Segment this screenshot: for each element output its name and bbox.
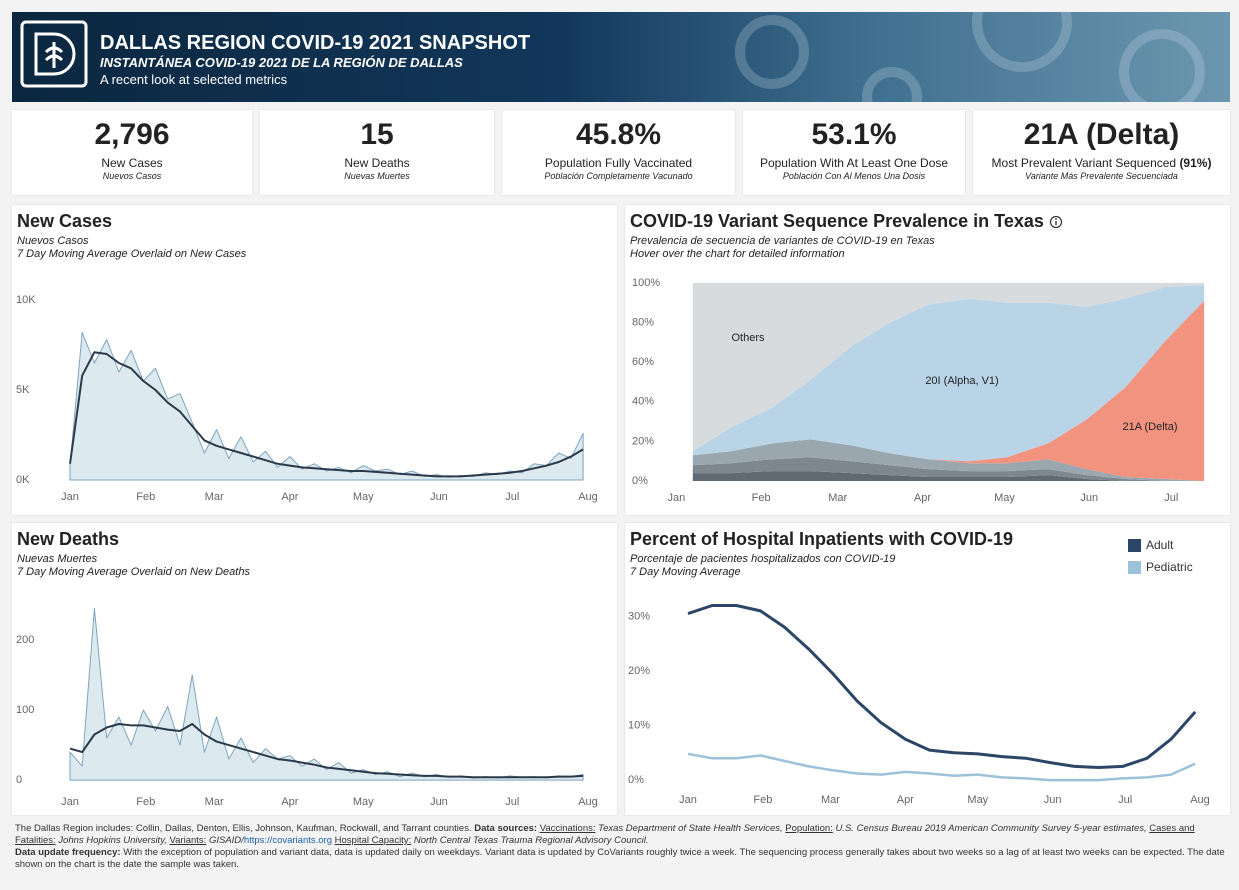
kpi-value: 2,796 bbox=[12, 118, 252, 152]
info-icon[interactable] bbox=[1049, 215, 1063, 229]
footer-sources-label: Data sources: bbox=[474, 823, 537, 834]
kpi-label-es: Variante Más Prevalente Secuenciada bbox=[973, 171, 1230, 181]
kpi-label: New Deaths bbox=[260, 156, 494, 170]
kpi-value: 15 bbox=[260, 118, 494, 152]
chart-panel: COVID-19 Variant Sequence Prevalence in … bbox=[625, 205, 1230, 515]
subtitle-es: Nuevas Muertes bbox=[17, 553, 250, 566]
source-label: Variants: bbox=[170, 835, 207, 846]
chart-title: COVID-19 Variant Sequence Prevalence in … bbox=[630, 211, 1044, 231]
source: Population: U.S. Census Bureau 2019 Amer… bbox=[785, 823, 1146, 834]
footer: The Dallas Region includes: Collin, Dall… bbox=[15, 823, 1225, 871]
chart-note: 7 Day Moving Average Overlaid on New Dea… bbox=[17, 566, 250, 579]
header-tagline: A recent look at selected metrics bbox=[100, 72, 287, 87]
kpi-card: 15 New Deaths Nuevas Muertes bbox=[260, 110, 494, 195]
source: Hospital Capacity: North Central Texas T… bbox=[335, 835, 649, 846]
kpi-card: 2,796 New Cases Nuevos Casos bbox=[12, 110, 252, 195]
footer-update-label: Data update frequency: bbox=[15, 847, 121, 858]
kpi-label-es: Nuevos Casos bbox=[12, 171, 252, 181]
source-label: Population: bbox=[785, 823, 833, 834]
chart-subtitle: Prevalencia de secuencia de variantes de… bbox=[630, 235, 935, 261]
kpi-card: 53.1% Population With At Least One Dose … bbox=[743, 110, 965, 195]
source-link[interactable]: https://covariants.org bbox=[244, 835, 332, 846]
subtitle-es: Prevalencia de secuencia de variantes de… bbox=[630, 235, 935, 248]
source: Vaccinations: Texas Department of State … bbox=[540, 823, 783, 834]
source-text: GISAID/ bbox=[209, 835, 244, 846]
header-subtitle: INSTANTÁNEA COVID-19 2021 DE LA REGIÓN D… bbox=[100, 55, 463, 70]
chart-note: Hover over the chart for detailed inform… bbox=[630, 248, 935, 261]
source-text: Texas Department of State Health Service… bbox=[598, 823, 782, 834]
header-title: DALLAS REGION COVID-19 2021 SNAPSHOT bbox=[100, 32, 530, 55]
kpi-value: 53.1% bbox=[743, 118, 965, 152]
chart-note: 7 Day Moving Average bbox=[630, 566, 895, 579]
source-label: Hospital Capacity: bbox=[335, 835, 412, 846]
header: DALLAS REGION COVID-19 2021 SNAPSHOT INS… bbox=[12, 12, 1230, 102]
kpi-label: Most Prevalent Variant Sequenced bbox=[992, 156, 1177, 170]
source-label: Vaccinations: bbox=[540, 823, 596, 834]
kpi-label-row: Most Prevalent Variant Sequenced (91%) bbox=[973, 156, 1230, 170]
subtitle-es: Porcentaje de pacientes hospitalizados c… bbox=[630, 553, 895, 566]
subtitle-es: Nuevos Casos bbox=[17, 235, 246, 248]
kpi-label: Population With At Least One Dose bbox=[743, 156, 965, 170]
source-text: U.S. Census Bureau 2019 American Communi… bbox=[835, 823, 1146, 834]
kpi-label: Population Fully Vaccinated bbox=[502, 156, 735, 170]
chart-title: Percent of Hospital Inpatients with COVI… bbox=[630, 529, 1013, 550]
chart-title: New Cases bbox=[17, 211, 112, 232]
kpi-card: 21A (Delta) Most Prevalent Variant Seque… bbox=[973, 110, 1230, 195]
kpi-label-es: Nuevas Muertes bbox=[260, 171, 494, 181]
kpi-share: (91%) bbox=[1179, 156, 1211, 170]
kpi-value: 45.8% bbox=[502, 118, 735, 152]
chart-panel: Percent of Hospital Inpatients with COVI… bbox=[625, 523, 1230, 815]
kpi-label-es: Población Completamente Vacunado bbox=[502, 171, 735, 181]
kpi-label: New Cases bbox=[12, 156, 252, 170]
chart-note: 7 Day Moving Average Overlaid on New Cas… bbox=[17, 248, 246, 261]
kpi-label-es: Población Con Al Menos Una Dosis bbox=[743, 171, 965, 181]
source-text: North Central Texas Trauma Regional Advi… bbox=[414, 835, 649, 846]
dashboard: {"header": {"title": "DALLAS REGION COVI… bbox=[0, 0, 1239, 890]
source: Variants: GISAID/https://covariants.org bbox=[170, 835, 332, 846]
footer-update-text: With the exception of population and var… bbox=[15, 847, 1225, 870]
source-text: Johns Hopkins University, bbox=[58, 835, 167, 846]
chart-title-row: COVID-19 Variant Sequence Prevalence in … bbox=[630, 211, 1063, 232]
chart-subtitle: Porcentaje de pacientes hospitalizados c… bbox=[630, 553, 895, 579]
kpi-card: 45.8% Population Fully Vaccinated Poblac… bbox=[502, 110, 735, 195]
chart-title: New Deaths bbox=[17, 529, 119, 550]
kpi-value: 21A (Delta) bbox=[973, 118, 1230, 152]
footer-regions: The Dallas Region includes: Collin, Dall… bbox=[15, 823, 472, 834]
